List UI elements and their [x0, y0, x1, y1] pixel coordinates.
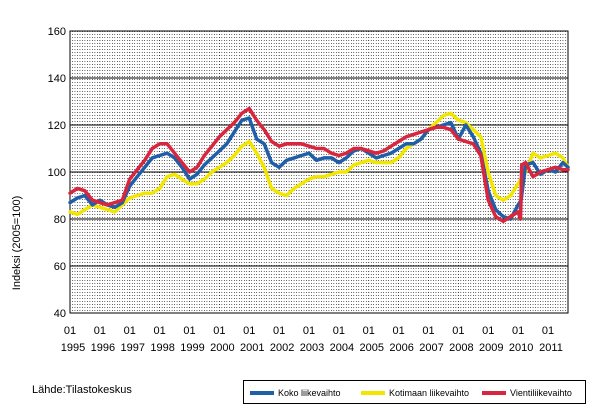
x-tick-year: 1997 [121, 342, 145, 354]
series-layer [68, 106, 570, 224]
x-tick-month: 01 [542, 325, 554, 337]
x-tick-year: 2001 [240, 342, 264, 354]
y-tick-label: 160 [48, 26, 66, 38]
legend-swatch-kotimaan [361, 391, 385, 395]
legend-label-kotimaan: Kotimaan liikevaihto [389, 388, 470, 398]
series-line-vientiliikevaihto [68, 106, 570, 224]
plot-frame [69, 30, 569, 314]
x-tick-year: 2011 [539, 342, 563, 354]
x-axis-ticks: 01 1995 01 1996 01 1997 01 1998 01 1999 01 2000 01 20… [61, 325, 563, 354]
x-tick-year: 1995 [61, 342, 85, 354]
legend-label-koko: Koko liikevaihto [278, 388, 341, 398]
x-tick-month: 01 [452, 325, 464, 337]
x-tick-year: 2000 [210, 342, 234, 354]
x-tick-month: 01 [333, 325, 345, 337]
x-tick-month: 01 [512, 325, 524, 337]
x-tick-month: 01 [363, 325, 375, 337]
y-axis-ticks: 40 60 80 100 120 140 160 [48, 26, 66, 320]
y-tick-label: 80 [54, 214, 66, 226]
y-tick-label: 60 [54, 261, 66, 273]
x-tick-month: 01 [243, 325, 255, 337]
legend-swatch-vienti [482, 391, 506, 395]
series-line-kotimaan-liikevaihto [68, 111, 570, 217]
x-tick-month: 01 [64, 325, 76, 337]
source-note: Lähde:Tilastokeskus [32, 384, 132, 396]
x-tick-year: 2008 [449, 342, 473, 354]
x-tick-month: 01 [94, 325, 106, 337]
x-tick-year: 1999 [180, 342, 204, 354]
y-tick-label: 120 [48, 120, 66, 132]
y-tick-label: 40 [54, 308, 66, 320]
x-tick-month: 01 [303, 325, 315, 337]
y-axis-title: Indeksi (2005=100) [11, 196, 23, 290]
y-tick-label: 100 [48, 167, 66, 179]
x-tick-year: 2005 [359, 342, 383, 354]
x-tick-year: 2007 [419, 342, 443, 354]
x-tick-month: 01 [153, 325, 165, 337]
x-tick-month: 01 [213, 325, 225, 337]
x-tick-year: 2010 [509, 342, 533, 354]
legend-item-koko: Koko liikevaihto [250, 387, 341, 399]
legend-item-kotimaan: Kotimaan liikevaihto [361, 387, 469, 399]
legend-label-vienti: Vientiliikevaihto [510, 388, 572, 398]
x-tick-year: 2004 [330, 342, 354, 354]
x-tick-year: 2006 [389, 342, 413, 354]
x-tick-month: 01 [183, 325, 195, 337]
x-tick-year: 2002 [270, 342, 294, 354]
x-tick-month: 01 [392, 325, 404, 337]
x-tick-year: 1998 [150, 342, 174, 354]
x-tick-year: 2009 [479, 342, 503, 354]
legend-swatch-koko [250, 391, 274, 395]
x-tick-month: 01 [273, 325, 285, 337]
legend: Koko liikevaihto Kotimaan liikevaihto Vi… [243, 380, 586, 404]
y-tick-label: 140 [48, 73, 66, 85]
legend-item-vienti: Vientiliikevaihto [482, 387, 572, 399]
series-line-koko-liikevaihto [68, 116, 570, 221]
x-tick-month: 01 [124, 325, 136, 337]
x-tick-year: 2003 [300, 342, 324, 354]
x-tick-month: 01 [422, 325, 434, 337]
horizontal-gridlines [70, 77, 568, 267]
x-tick-month: 01 [482, 325, 494, 337]
x-tick-year: 1996 [91, 342, 115, 354]
